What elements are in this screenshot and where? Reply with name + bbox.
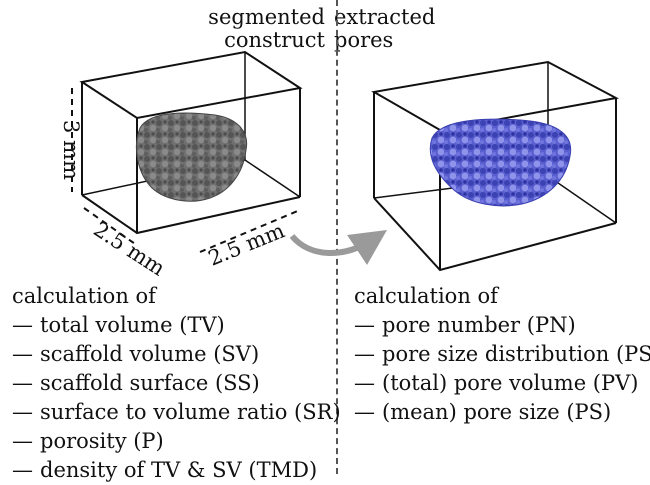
list-item: — (mean) pore size (PS) (354, 400, 612, 424)
list-item: — scaffold volume (SV) (12, 342, 260, 366)
header-left-line1: segmented (208, 5, 325, 29)
left-list-title: calculation of (12, 284, 156, 308)
list-item: — pore size distribution (PSR) (354, 342, 650, 366)
segmented-scaffold-blob (135, 112, 248, 202)
header-right-line2: pores (334, 28, 394, 52)
list-item: — total volume (TV) (12, 313, 225, 337)
right-calculation-list: calculation of — pore number (PN) — pore s… (354, 282, 650, 427)
left-calculation-list: calculation of — total volume (TV) — scaff… (12, 282, 341, 485)
height-label: 3 mm (59, 120, 83, 180)
transform-arrow (289, 230, 387, 265)
list-item: — porosity (P) (12, 429, 164, 453)
header-left-line2: construct (224, 28, 325, 52)
list-item: — density of TV & SV (TMD) (12, 458, 318, 482)
width-dimension-left (83, 207, 139, 247)
left-cube (79, 50, 303, 235)
width-label-right: 2.5 mm (205, 218, 288, 270)
width-dimension-right (199, 209, 301, 253)
list-item: — pore number (PN) (354, 313, 576, 337)
list-item: — scaffold surface (SS) (12, 371, 260, 395)
header-right-line1: extracted (334, 5, 436, 29)
segmented-construct-header: segmented construct (208, 6, 325, 52)
extracted-pores-header: extracted pores (334, 6, 435, 52)
dashed-divider (336, 0, 338, 474)
list-item: — surface to volume ratio (SR) (12, 400, 341, 424)
right-list-title: calculation of (354, 284, 498, 308)
extracted-pores-blob (429, 118, 572, 207)
diagram-canvas: 3 mm 2.5 mm 2.5 mm (59, 50, 620, 281)
list-item: — (total) pore volume (PV) (354, 371, 639, 395)
